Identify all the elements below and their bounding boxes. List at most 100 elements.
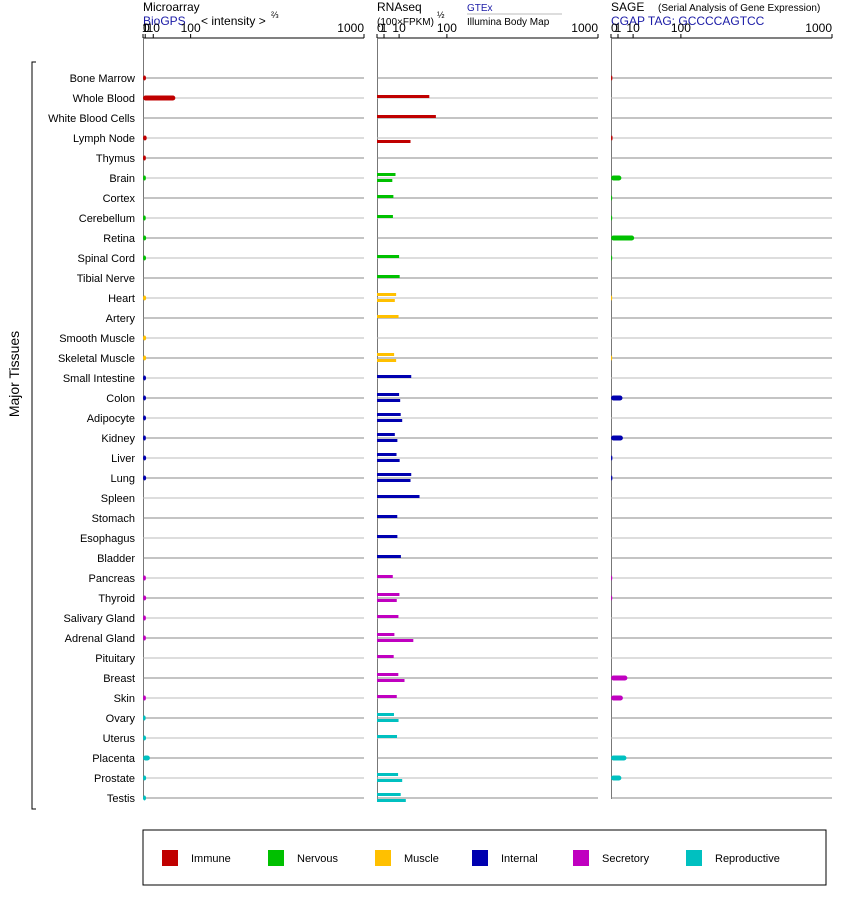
microarray-bar bbox=[143, 295, 147, 301]
microarray-bar bbox=[143, 155, 146, 161]
tissue-label: Small Intestine bbox=[63, 373, 135, 385]
rnaseq-gtex-bar bbox=[377, 473, 412, 476]
microarray-bar bbox=[143, 435, 146, 441]
tissue-rows: Bone Marrow Whole Blood White Blood Cells L… bbox=[48, 73, 832, 805]
tissue-label: Spleen bbox=[101, 493, 135, 505]
sage-bar bbox=[611, 255, 613, 261]
rnaseq-gtex-bar bbox=[377, 215, 393, 218]
microarray-bar bbox=[143, 475, 147, 481]
sage-bar bbox=[611, 435, 623, 441]
microarray-bar bbox=[143, 75, 147, 81]
expression-bars bbox=[143, 75, 635, 802]
tissue-label: Adipocyte bbox=[87, 413, 135, 425]
tissue-label: Thyroid bbox=[98, 593, 135, 605]
rnaseq-ibm-bar bbox=[377, 799, 406, 802]
rnaseq-gtex-bar bbox=[377, 695, 397, 698]
tissue-label: Uterus bbox=[103, 733, 136, 745]
rnaseq-gtex-bar bbox=[377, 433, 395, 436]
sage-bar bbox=[611, 215, 613, 221]
microarray-bar bbox=[143, 175, 146, 181]
sage-bar bbox=[611, 395, 623, 401]
rnaseq-ibm-bar bbox=[377, 679, 405, 682]
rnaseq-ibm-bar bbox=[377, 140, 411, 143]
tissue-label: Salivary Gland bbox=[63, 613, 135, 625]
microarray-bar bbox=[143, 355, 147, 361]
legend-label-muscle: Muscle bbox=[404, 853, 439, 865]
microarray-bar bbox=[143, 215, 146, 221]
tissue-label: Heart bbox=[108, 293, 135, 305]
tissue-label: Cerebellum bbox=[79, 213, 135, 225]
tissue-label: Adrenal Gland bbox=[65, 633, 135, 645]
legend-label-immune: Immune bbox=[191, 853, 231, 865]
legend-label-nervous: Nervous bbox=[297, 853, 338, 865]
rnaseq-source-gtex: GTEx bbox=[467, 3, 493, 14]
sage-tag: CGAP TAG: GCCCCAGTCC bbox=[611, 14, 765, 28]
rnaseq-ibm-bar bbox=[377, 479, 411, 482]
tissue-label: Skin bbox=[114, 693, 135, 705]
microarray-tick-label: 0 bbox=[143, 21, 150, 35]
rnaseq-gtex-bar bbox=[377, 673, 399, 676]
rnaseq-gtex-bar bbox=[377, 353, 395, 356]
rnaseq-gtex-bar bbox=[377, 393, 400, 396]
tissue-bracket bbox=[31, 61, 36, 810]
rnaseq-gtex-bar bbox=[377, 633, 395, 636]
tissue-label: Lymph Node bbox=[73, 133, 135, 145]
rnaseq-ibm-bar bbox=[377, 179, 393, 182]
microarray-tick-label: 10 bbox=[147, 21, 161, 35]
microarray-bar bbox=[143, 755, 150, 761]
sage-tick-label: 1 bbox=[615, 21, 622, 35]
sage-bar bbox=[611, 355, 613, 361]
sage-tick-label: 10 bbox=[626, 21, 640, 35]
legend-label-internal: Internal bbox=[501, 853, 538, 865]
rnaseq-gtex-bar bbox=[377, 575, 393, 578]
sage-bar bbox=[611, 75, 613, 81]
tissue-label: Retina bbox=[103, 233, 136, 245]
microarray-bar bbox=[143, 135, 147, 141]
sage-bar bbox=[611, 775, 622, 781]
tissue-label: Bone Marrow bbox=[70, 73, 135, 85]
legend-swatch-nervous bbox=[268, 850, 284, 866]
sage-bar bbox=[611, 575, 613, 581]
rnaseq-gtex-bar bbox=[377, 275, 400, 278]
rnaseq-header: RNAseq (100×FPKM) ½ GTEx Illumina Body M… bbox=[377, 0, 562, 28]
rnaseq-gtex-bar bbox=[377, 315, 399, 318]
tissue-label: Smooth Muscle bbox=[59, 333, 135, 345]
rnaseq-ibm-bar bbox=[377, 419, 403, 422]
microarray-bar bbox=[143, 95, 176, 101]
rnaseq-gtex-bar bbox=[377, 713, 394, 716]
rnaseq-ibm-bar bbox=[377, 599, 397, 602]
microarray-bar bbox=[143, 575, 146, 581]
tissue-label: Skeletal Muscle bbox=[58, 353, 135, 365]
tissue-label: Testis bbox=[107, 793, 136, 805]
microarray-bar bbox=[143, 335, 147, 341]
tissue-label: Bladder bbox=[97, 553, 135, 565]
rnaseq-tick-label: 1 bbox=[381, 21, 388, 35]
rnaseq-gtex-bar bbox=[377, 413, 401, 416]
sage-bar bbox=[611, 195, 613, 201]
microarray-bar bbox=[143, 375, 147, 381]
rnaseq-gtex-bar bbox=[377, 115, 436, 118]
rnaseq-gtex-bar bbox=[377, 593, 400, 596]
rnaseq-gtex-bar bbox=[377, 615, 399, 618]
rnaseq-gtex-bar bbox=[377, 555, 401, 558]
sage-bar bbox=[611, 595, 613, 601]
microarray-bar bbox=[143, 235, 147, 241]
microarray-tick-label: 1000 bbox=[337, 21, 364, 35]
tissue-label: Liver bbox=[111, 453, 135, 465]
rnaseq-gtex-bar bbox=[377, 773, 399, 776]
sage-bar bbox=[611, 675, 628, 681]
rnaseq-gtex-bar bbox=[377, 293, 397, 296]
tissue-label: Tibial Nerve bbox=[77, 273, 135, 285]
rnaseq-gtex-bar bbox=[377, 655, 394, 658]
rnaseq-gtex-bar bbox=[377, 453, 397, 456]
sage-bar bbox=[611, 455, 613, 461]
tissue-label: Artery bbox=[106, 313, 136, 325]
tissue-label: Prostate bbox=[94, 773, 135, 785]
tissue-label: Breast bbox=[103, 673, 135, 685]
microarray-bar bbox=[143, 415, 147, 421]
tissue-label: Kidney bbox=[101, 433, 135, 445]
tissue-label: Pancreas bbox=[89, 573, 136, 585]
rnaseq-ibm-bar bbox=[377, 719, 399, 722]
rnaseq-ibm-bar bbox=[377, 399, 401, 402]
tissue-label: Esophagus bbox=[80, 533, 136, 545]
